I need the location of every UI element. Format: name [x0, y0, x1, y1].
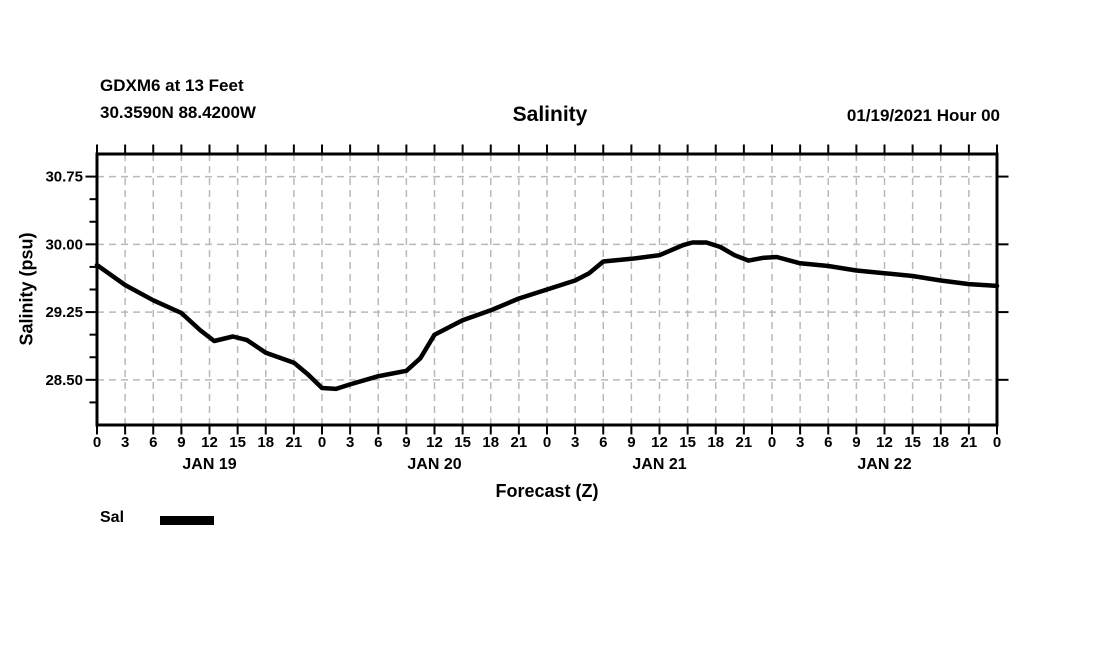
x-tick-label: 21: [736, 434, 753, 451]
station-coordinates: 30.3590N 88.4200W: [100, 103, 256, 122]
x-axis-title: Forecast (Z): [495, 481, 599, 501]
x-tick-label: 6: [149, 434, 157, 451]
y-axis-title: Salinity (psu): [16, 232, 37, 346]
x-tick-label: 12: [651, 434, 668, 451]
x-tick-label: 9: [627, 434, 635, 451]
x-tick-label: 12: [876, 434, 893, 451]
y-tick-label: 30.75: [45, 169, 83, 186]
x-tick-label: 9: [177, 434, 185, 451]
x-tick-label: 0: [993, 434, 1001, 451]
x-day-label: JAN 19: [182, 456, 236, 473]
x-tick-label: 9: [402, 434, 410, 451]
x-tick-label: 0: [768, 434, 776, 451]
x-tick-label: 18: [482, 434, 499, 451]
x-tick-label: 15: [904, 434, 921, 451]
x-tick-label: 0: [93, 434, 101, 451]
legend-label: Sal: [100, 509, 125, 526]
plot-frame: [95, 152, 999, 427]
x-day-label: JAN 20: [407, 456, 461, 473]
x-tick-label: 21: [511, 434, 528, 451]
y-tick-label: 30.00: [45, 236, 83, 253]
x-tick-label: 15: [229, 434, 246, 451]
x-tick-label: 21: [286, 434, 303, 451]
y-tick-label: 28.50: [45, 372, 83, 389]
legend-line-swatch: [160, 516, 214, 525]
x-day-label: JAN 22: [857, 456, 911, 473]
x-tick-label: 6: [374, 434, 382, 451]
x-tick-label: 3: [796, 434, 804, 451]
station-name: GDXM6 at 13 Feet: [100, 76, 244, 95]
x-tick-label: 12: [426, 434, 443, 451]
salinity-line: [94, 240, 1000, 392]
x-tick-label: 12: [201, 434, 218, 451]
x-tick-label: 0: [543, 434, 551, 451]
x-day-label: JAN 21: [632, 456, 686, 473]
x-tick-label: 18: [707, 434, 724, 451]
x-tick-label: 21: [961, 434, 978, 451]
x-tick-label: 0: [318, 434, 326, 451]
x-tick-label: 6: [824, 434, 832, 451]
chart-title: Salinity: [512, 103, 588, 126]
x-tick-label: 9: [852, 434, 860, 451]
x-tick-label: 6: [599, 434, 607, 451]
x-tick-label: 3: [346, 434, 354, 451]
x-tick-label: 15: [679, 434, 696, 451]
x-tick-label: 18: [932, 434, 949, 451]
x-tick-label: 18: [257, 434, 274, 451]
x-tick-label: 3: [571, 434, 579, 451]
model-run-time: 01/19/2021 Hour 00: [846, 106, 1000, 125]
x-tick-label: 3: [121, 434, 129, 451]
x-tick-label: 15: [454, 434, 471, 451]
y-tick-label: 29.25: [45, 304, 83, 321]
